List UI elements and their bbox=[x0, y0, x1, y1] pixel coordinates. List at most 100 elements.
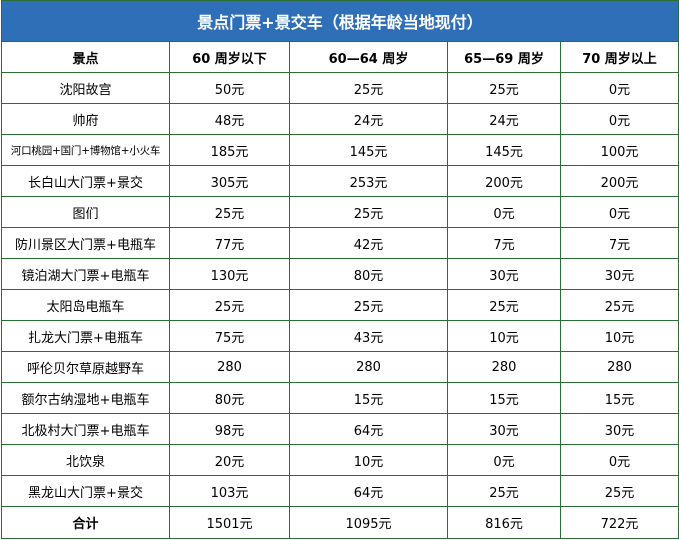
price-60-64: 280 bbox=[289, 351, 448, 383]
table-row: 镜泊湖大门票+电瓶车 130元 80元 30元 30元 bbox=[1, 258, 679, 290]
header-attraction: 景点 bbox=[1, 41, 170, 73]
header-60-64: 60—64 周岁 bbox=[289, 41, 448, 73]
table-row: 扎龙大门票+电瓶车 75元 43元 10元 10元 bbox=[1, 320, 679, 352]
attraction-name: 沈阳故宫 bbox=[1, 72, 170, 104]
table-title: 景点门票+景交车（根据年龄当地现付） bbox=[0, 0, 679, 42]
price-under-60: 98元 bbox=[169, 413, 290, 445]
price-over-70: 200元 bbox=[559, 165, 679, 197]
table-row: 北极村大门票+电瓶车 98元 64元 30元 30元 bbox=[1, 413, 679, 445]
price-over-70: 0元 bbox=[559, 103, 679, 135]
price-under-60: 185元 bbox=[169, 134, 290, 166]
price-over-70: 7元 bbox=[559, 227, 679, 259]
price-under-60: 80元 bbox=[169, 382, 290, 414]
price-65-69: 30元 bbox=[447, 413, 561, 445]
price-under-60: 25元 bbox=[169, 289, 290, 321]
price-60-64: 25元 bbox=[289, 289, 448, 321]
price-under-60: 77元 bbox=[169, 227, 290, 259]
price-60-64: 43元 bbox=[289, 320, 448, 352]
price-over-70: 25元 bbox=[559, 289, 679, 321]
attraction-name: 镜泊湖大门票+电瓶车 bbox=[1, 258, 170, 290]
table-row: 河口桃园+国门+博物馆+小火车 185元 145元 145元 100元 bbox=[1, 134, 679, 166]
attraction-name: 图们 bbox=[1, 196, 170, 228]
price-60-64: 64元 bbox=[289, 475, 448, 507]
table-title-row: 景点门票+景交车（根据年龄当地现付） bbox=[0, 0, 679, 42]
table-row: 太阳岛电瓶车 25元 25元 25元 25元 bbox=[1, 289, 679, 321]
attraction-name: 扎龙大门票+电瓶车 bbox=[1, 320, 170, 352]
table-row: 防川景区大门票+电瓶车 77元 42元 7元 7元 bbox=[1, 227, 679, 259]
price-65-69: 10元 bbox=[447, 320, 561, 352]
price-over-70: 15元 bbox=[559, 382, 679, 414]
attraction-name: 黑龙山大门票+景交 bbox=[1, 475, 170, 507]
price-65-69: 15元 bbox=[447, 382, 561, 414]
price-60-64: 64元 bbox=[289, 413, 448, 445]
attraction-name: 防川景区大门票+电瓶车 bbox=[1, 227, 170, 259]
price-65-69: 0元 bbox=[447, 196, 561, 228]
price-under-60: 50元 bbox=[169, 72, 290, 104]
price-under-60: 75元 bbox=[169, 320, 290, 352]
price-over-70: 0元 bbox=[559, 444, 679, 476]
price-over-70: 30元 bbox=[559, 413, 679, 445]
table-row: 沈阳故宫 50元 25元 25元 0元 bbox=[1, 72, 679, 104]
total-row: 合计 1501元 1095元 816元 722元 bbox=[1, 506, 679, 539]
total-under-60: 1501元 bbox=[169, 506, 290, 539]
attraction-name: 长白山大门票+景交 bbox=[1, 165, 170, 197]
price-under-60: 280 bbox=[169, 351, 290, 383]
attraction-name: 河口桃园+国门+博物馆+小火车 bbox=[1, 134, 170, 166]
header-row: 景点 60 周岁以下 60—64 周岁 65—69 周岁 70 周岁以上 bbox=[1, 41, 679, 73]
price-under-60: 305元 bbox=[169, 165, 290, 197]
total-65-69: 816元 bbox=[447, 506, 561, 539]
total-over-70: 722元 bbox=[559, 506, 679, 539]
header-over-70: 70 周岁以上 bbox=[559, 41, 679, 73]
price-over-70: 25元 bbox=[559, 475, 679, 507]
price-60-64: 24元 bbox=[289, 103, 448, 135]
table-row: 长白山大门票+景交 305元 253元 200元 200元 bbox=[1, 165, 679, 197]
price-65-69: 30元 bbox=[447, 258, 561, 290]
total-60-64: 1095元 bbox=[289, 506, 448, 539]
attraction-name: 太阳岛电瓶车 bbox=[1, 289, 170, 321]
price-60-64: 145元 bbox=[289, 134, 448, 166]
price-60-64: 25元 bbox=[289, 72, 448, 104]
table-row: 图们 25元 25元 0元 0元 bbox=[1, 196, 679, 228]
table-row: 帅府 48元 24元 24元 0元 bbox=[1, 103, 679, 135]
price-under-60: 103元 bbox=[169, 475, 290, 507]
price-65-69: 25元 bbox=[447, 72, 561, 104]
price-60-64: 80元 bbox=[289, 258, 448, 290]
price-65-69: 200元 bbox=[447, 165, 561, 197]
price-under-60: 130元 bbox=[169, 258, 290, 290]
price-60-64: 42元 bbox=[289, 227, 448, 259]
table-row: 额尔古纳湿地+电瓶车 80元 15元 15元 15元 bbox=[1, 382, 679, 414]
price-over-70: 0元 bbox=[559, 196, 679, 228]
attraction-name: 额尔古纳湿地+电瓶车 bbox=[1, 382, 170, 414]
price-65-69: 145元 bbox=[447, 134, 561, 166]
price-65-69: 280 bbox=[447, 351, 561, 383]
attraction-name: 呼伦贝尔草原越野车 bbox=[1, 351, 170, 383]
price-65-69: 25元 bbox=[447, 475, 561, 507]
total-label: 合计 bbox=[1, 506, 170, 539]
attraction-name: 北极村大门票+电瓶车 bbox=[1, 413, 170, 445]
price-over-70: 10元 bbox=[559, 320, 679, 352]
price-65-69: 25元 bbox=[447, 289, 561, 321]
price-65-69: 24元 bbox=[447, 103, 561, 135]
table-row: 黑龙山大门票+景交 103元 64元 25元 25元 bbox=[1, 475, 679, 507]
price-60-64: 10元 bbox=[289, 444, 448, 476]
header-65-69: 65—69 周岁 bbox=[447, 41, 561, 73]
price-60-64: 25元 bbox=[289, 196, 448, 228]
price-over-70: 280 bbox=[559, 351, 679, 383]
price-under-60: 20元 bbox=[169, 444, 290, 476]
price-65-69: 0元 bbox=[447, 444, 561, 476]
table-row: 北饮泉 20元 10元 0元 0元 bbox=[1, 444, 679, 476]
price-under-60: 25元 bbox=[169, 196, 290, 228]
header-under-60: 60 周岁以下 bbox=[169, 41, 290, 73]
price-60-64: 253元 bbox=[289, 165, 448, 197]
price-65-69: 7元 bbox=[447, 227, 561, 259]
price-60-64: 15元 bbox=[289, 382, 448, 414]
attraction-name: 北饮泉 bbox=[1, 444, 170, 476]
price-under-60: 48元 bbox=[169, 103, 290, 135]
price-over-70: 0元 bbox=[559, 72, 679, 104]
table-row: 呼伦贝尔草原越野车 280 280 280 280 bbox=[1, 351, 679, 383]
price-over-70: 30元 bbox=[559, 258, 679, 290]
attraction-name: 帅府 bbox=[1, 103, 170, 135]
price-over-70: 100元 bbox=[559, 134, 679, 166]
